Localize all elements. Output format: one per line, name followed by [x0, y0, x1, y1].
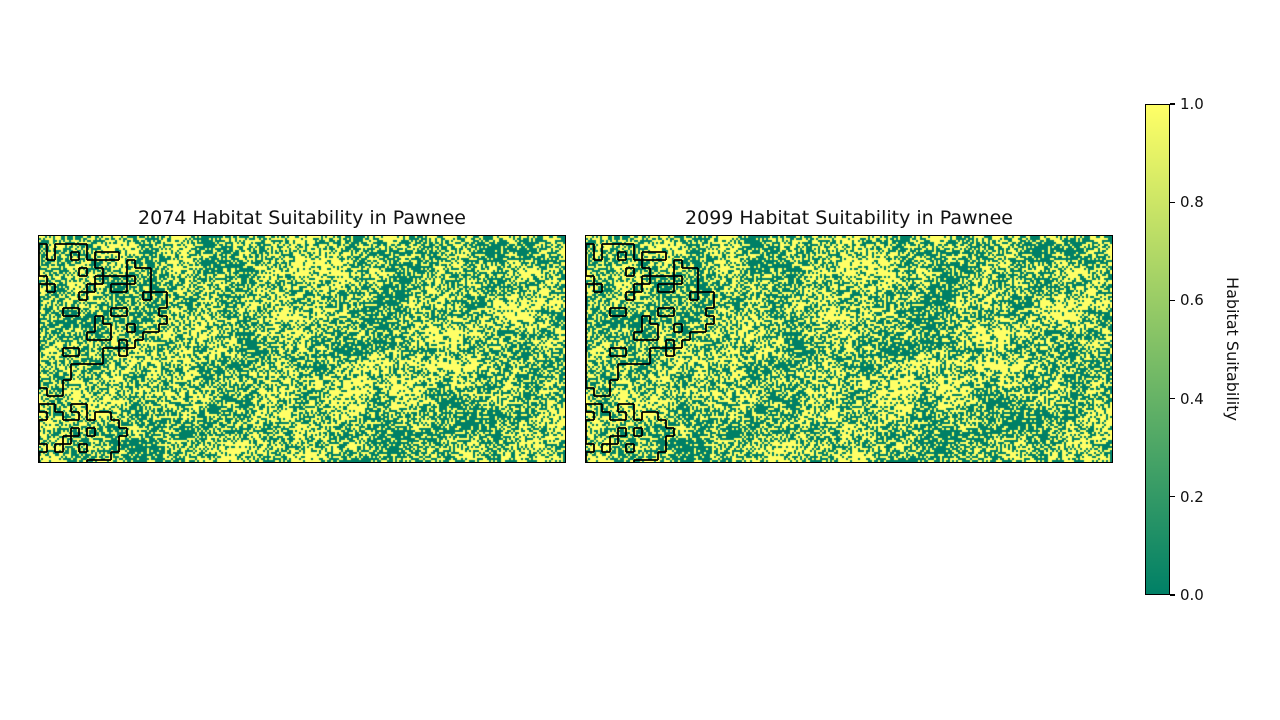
colorbar-tick-label: 0.4 — [1180, 389, 1204, 408]
colorbar-tick-label: 0.0 — [1180, 586, 1204, 604]
colorbar-tick-label: 1.0 — [1180, 95, 1204, 113]
colorbar-tick — [1170, 496, 1175, 498]
panel-title-2074: 2074 Habitat Suitability in Pawnee — [138, 207, 466, 229]
colorbar-tick — [1170, 398, 1175, 400]
colorbar-tick — [1170, 299, 1175, 301]
patch-outline — [39, 243, 168, 462]
colorbar-tick-label: 0.2 — [1180, 487, 1204, 506]
habitat-patch-outlines — [39, 243, 168, 462]
colorbar — [1145, 104, 1170, 595]
patch-outline — [586, 243, 715, 462]
colorbar-tick — [1170, 594, 1175, 596]
colorbar-tick-label: 0.6 — [1180, 291, 1204, 310]
colorbar-label: Habitat Suitability — [1223, 277, 1242, 421]
colorbar-tick — [1170, 201, 1175, 203]
colorbar-tick-label: 0.8 — [1180, 193, 1204, 212]
colorbar-tick — [1170, 103, 1175, 105]
habitat-patch-outlines — [586, 243, 715, 462]
habitat-map-2099 — [585, 235, 1113, 463]
habitat-map-2074 — [38, 235, 566, 463]
panel-title-2099: 2099 Habitat Suitability in Pawnee — [685, 207, 1013, 229]
